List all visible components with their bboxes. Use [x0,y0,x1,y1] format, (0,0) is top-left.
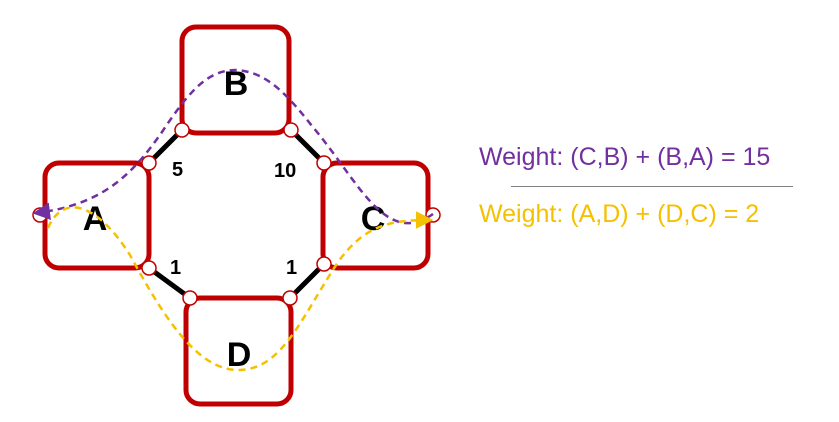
port-c-bottom [316,256,332,272]
edge-d-c-weight: 1 [286,257,297,279]
port-a-bottom [141,260,157,276]
edge-d-c [287,261,327,301]
port-b-left [174,122,190,138]
formula-divider [511,186,793,187]
port-a-left [32,207,48,223]
edge-a-b-weight: 5 [172,159,183,181]
port-c-top [316,155,332,171]
orange-path-weight-formula: Weight: (A,D) + (D,C) = 2 [479,200,760,228]
edge-a-d [146,265,193,301]
edge-a-d-weight: 1 [170,257,181,279]
node-d [183,295,294,407]
port-b-right [283,122,299,138]
port-a-top [141,155,157,171]
node-a-label: A [83,200,108,238]
path-purple-c-b-a [32,68,434,225]
node-c-label: C [361,200,386,238]
node-d-label: D [227,336,252,374]
edge-b-c-weight: 10 [274,160,296,182]
port-d-right [282,290,298,306]
node-b [179,24,292,136]
path-orange-a-d-c [46,206,434,372]
edge-a-b [146,127,185,166]
purple-path-weight-formula: Weight: (C,B) + (B,A) = 15 [479,143,771,171]
edge-b-c [288,127,327,166]
port-d-left [182,290,198,306]
